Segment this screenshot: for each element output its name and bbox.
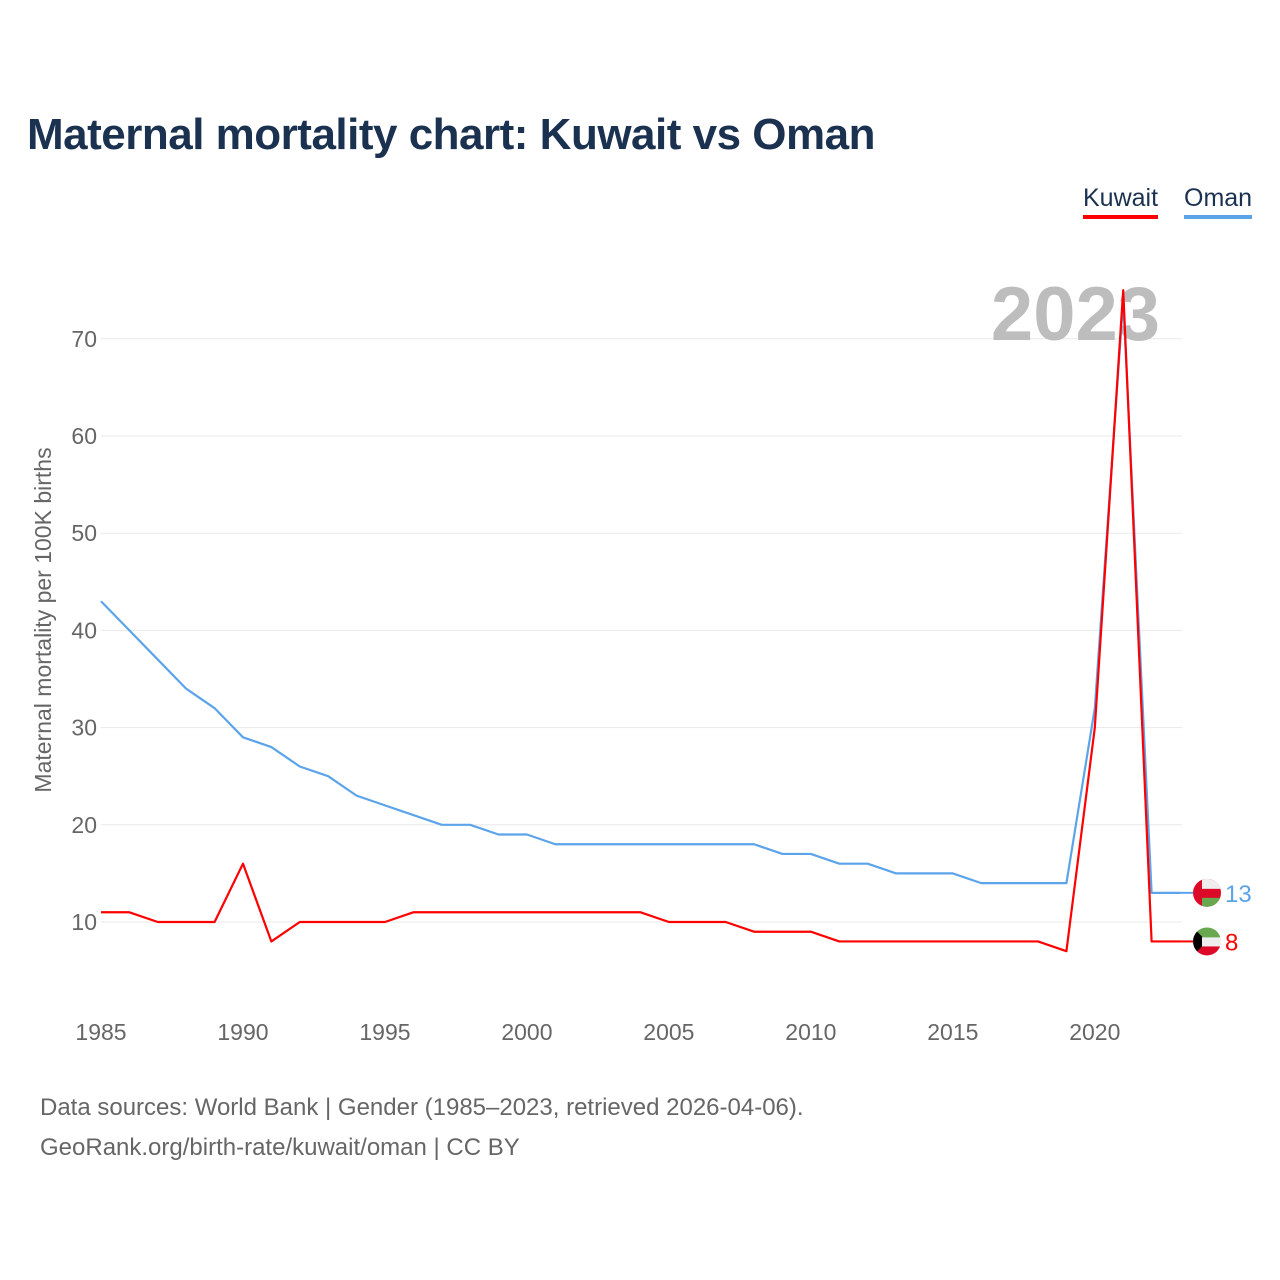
x-tick-label: 2010: [785, 1019, 836, 1045]
series-line-oman: [100, 298, 1180, 894]
y-tick-label: 40: [71, 617, 97, 643]
x-tick-label: 1990: [217, 1019, 268, 1045]
x-tick-label: 2005: [643, 1019, 694, 1045]
y-tick-label: 10: [71, 909, 97, 935]
flag-stripe: [1193, 937, 1221, 947]
flag-graphic: [1193, 927, 1221, 956]
y-tick-label: 70: [71, 326, 97, 352]
y-tick-label: 30: [71, 715, 97, 741]
y-axis-label: Maternal mortality per 100K births: [30, 447, 56, 792]
flag-stripe: [1202, 897, 1221, 907]
flag-icon-oman: [1193, 878, 1221, 907]
end-value-label-oman: 13: [1225, 881, 1252, 908]
end-value-label-kuwait: 8: [1225, 929, 1238, 956]
footer: Data sources: World Bank | Gender (1985–…: [40, 1088, 804, 1168]
flag-graphic: [1193, 878, 1221, 907]
source-link[interactable]: GeoRank.org/birth-rate/kuwait/oman | CC …: [40, 1134, 520, 1161]
x-tick-label: 1995: [359, 1019, 410, 1045]
chart-title: Maternal mortality chart: Kuwait vs Oman: [27, 110, 876, 159]
x-tick-label: 2020: [1069, 1019, 1120, 1045]
flag-trapezoid: [1193, 927, 1202, 956]
legend-item-oman[interactable]: Oman: [1184, 184, 1253, 219]
flag-icon-kuwait: [1193, 927, 1221, 956]
flag-stripe: [1193, 927, 1221, 938]
flag-stripe: [1193, 946, 1221, 956]
legend-item-kuwait[interactable]: Kuwait: [1083, 184, 1159, 219]
y-tick-label: 50: [71, 520, 97, 546]
x-tick-label: 1985: [75, 1019, 126, 1045]
y-tick-label: 60: [71, 423, 97, 449]
data-source-text: Data sources: World Bank | Gender (1985–…: [40, 1094, 804, 1121]
y-tick-label: 20: [71, 812, 97, 838]
x-tick-label: 2000: [501, 1019, 552, 1045]
year-watermark: 2023: [991, 272, 1160, 357]
flag-stripe: [1202, 878, 1221, 889]
series-line-kuwait: [101, 289, 1180, 953]
x-tick-label: 2015: [927, 1019, 978, 1045]
